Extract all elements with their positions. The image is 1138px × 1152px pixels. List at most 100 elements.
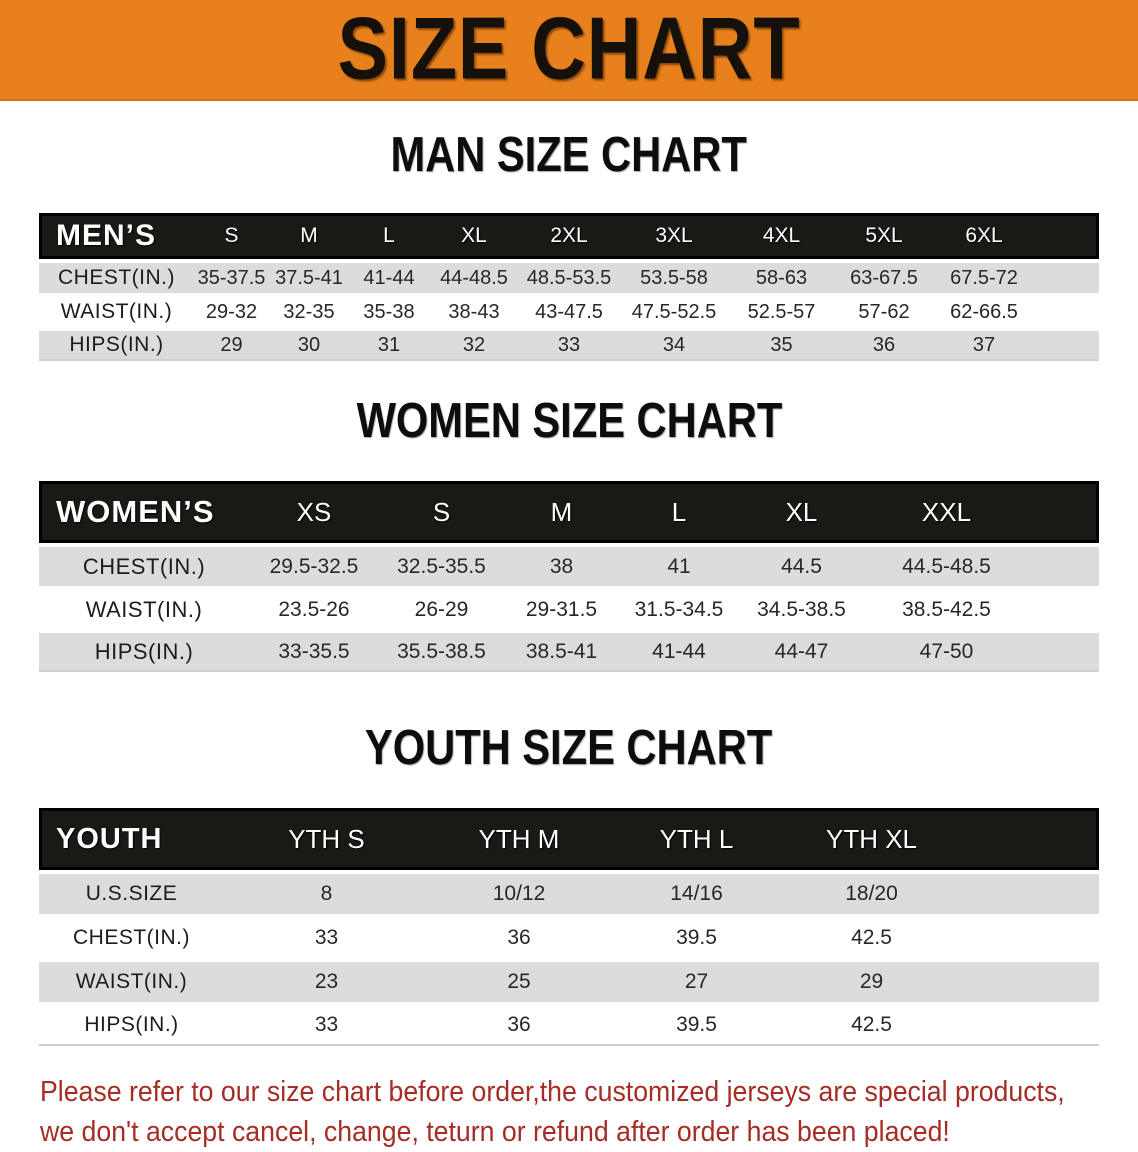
column-header-yth-s: YTH S xyxy=(224,808,429,870)
header-row: MEN’S S M L XL 2XL 3XL 4XL 5XL 6XL xyxy=(39,213,1099,259)
size-value-cell: 44.5 xyxy=(739,543,864,586)
size-value-cell: 25 xyxy=(429,958,609,1002)
table-row-waist-in: WAIST(IN.) 23.5-26 26-29 29-31.5 31.5-34.5 34… xyxy=(39,586,1099,629)
size-value-cell: 38 xyxy=(504,543,619,586)
table-corner-label: MEN’S xyxy=(39,213,194,259)
filler-header xyxy=(959,808,1099,870)
size-value-cell: 44.5-48.5 xyxy=(864,543,1029,586)
size-value-cell: 43-47.5 xyxy=(519,293,619,327)
size-value-cell: 39.5 xyxy=(609,914,784,958)
size-value-cell: 35-37.5 xyxy=(194,259,269,293)
size-value-cell: 32-35 xyxy=(269,293,349,327)
size-value-cell: 36 xyxy=(429,914,609,958)
size-value-cell: 44-47 xyxy=(739,629,864,672)
table-row-chest-in: CHEST(IN.) 29.5-32.5 32.5-35.5 38 41 44.5 44.5… xyxy=(39,543,1099,586)
size-value-cell: 33 xyxy=(224,1002,429,1046)
table-corner-label: WOMEN’S xyxy=(39,481,249,543)
size-value-cell: 34 xyxy=(619,327,729,361)
column-header-xl: XL xyxy=(739,481,864,543)
column-header-l: L xyxy=(349,213,429,259)
filler-header xyxy=(1029,481,1099,543)
size-value-cell: 8 xyxy=(224,870,429,914)
row-label: U.S.SIZE xyxy=(39,870,224,914)
row-label: WAIST(IN.) xyxy=(39,293,194,327)
column-header-s: S xyxy=(379,481,504,543)
size-value-cell: 29-32 xyxy=(194,293,269,327)
men-size-table: MEN’S S M L XL 2XL 3XL 4XL 5XL 6XL CHEST(IN.) 35-3… xyxy=(39,213,1099,361)
size-value-cell: 33-35.5 xyxy=(249,629,379,672)
size-value-cell: 44-48.5 xyxy=(429,259,519,293)
size-value-cell: 57-62 xyxy=(834,293,934,327)
size-value-cell: 62-66.5 xyxy=(934,293,1034,327)
youth-size-table: YOUTH YTH S YTH M YTH L YTH XL U.S.SIZE 8 10/1… xyxy=(39,808,1099,1046)
table-row-hips-in: HIPS(IN.) 29 30 31 32 33 34 35 36 37 xyxy=(39,327,1099,361)
size-value-cell: 31 xyxy=(349,327,429,361)
size-value-cell: 29 xyxy=(784,958,959,1002)
size-value-cell: 39.5 xyxy=(609,1002,784,1046)
column-header-2xl: 2XL xyxy=(519,213,619,259)
women-section-heading: WOMEN SIZE CHART xyxy=(0,397,1138,457)
table-corner-label: YOUTH xyxy=(39,808,224,870)
size-value-cell: 38.5-41 xyxy=(504,629,619,672)
disclaimer-line-2: we don't accept cancel, change, teturn o… xyxy=(40,1116,950,1148)
size-value-cell: 26-29 xyxy=(379,586,504,629)
size-value-cell: 23.5-26 xyxy=(249,586,379,629)
youth-section-heading: YOUTH SIZE CHART xyxy=(0,724,1138,784)
size-value-cell: 52.5-57 xyxy=(729,293,834,327)
size-value-cell: 58-63 xyxy=(729,259,834,293)
filler-cell xyxy=(959,958,1099,1002)
column-header-yth-l: YTH L xyxy=(609,808,784,870)
row-label: WAIST(IN.) xyxy=(39,586,249,629)
row-label: HIPS(IN.) xyxy=(39,327,194,361)
header-row: WOMEN’S XS S M L XL XXL xyxy=(39,481,1099,543)
column-header-yth-xl: YTH XL xyxy=(784,808,959,870)
filler-cell xyxy=(1034,293,1099,327)
table-row-hips-in: HIPS(IN.) 33 36 39.5 42.5 xyxy=(39,1002,1099,1046)
size-value-cell: 31.5-34.5 xyxy=(619,586,739,629)
size-value-cell: 48.5-53.5 xyxy=(519,259,619,293)
size-value-cell: 37 xyxy=(934,327,1034,361)
column-header-m: M xyxy=(269,213,349,259)
row-label: HIPS(IN.) xyxy=(39,629,249,672)
size-value-cell: 41-44 xyxy=(619,629,739,672)
disclaimer-text: Please refer to our size chart before or… xyxy=(40,1072,1065,1152)
size-value-cell: 38.5-42.5 xyxy=(864,586,1029,629)
table-row-chest-in: CHEST(IN.) 35-37.5 37.5-41 41-44 44-48.5 48.5… xyxy=(39,259,1099,293)
size-value-cell: 32 xyxy=(429,327,519,361)
size-value-cell: 30 xyxy=(269,327,349,361)
column-header-s: S xyxy=(194,213,269,259)
women-size-table: WOMEN’S XS S M L XL XXL CHEST(IN.) 29.5-32.5 32.… xyxy=(39,481,1099,672)
size-value-cell: 47.5-52.5 xyxy=(619,293,729,327)
size-chart-banner: SIZE CHART xyxy=(0,0,1138,101)
filler-header xyxy=(1034,213,1099,259)
size-value-cell: 23 xyxy=(224,958,429,1002)
size-value-cell: 29 xyxy=(194,327,269,361)
size-value-cell: 36 xyxy=(834,327,934,361)
row-label: WAIST(IN.) xyxy=(39,958,224,1002)
youth-section-heading-text: YOUTH SIZE CHART xyxy=(365,721,773,775)
row-label: CHEST(IN.) xyxy=(39,543,249,586)
size-value-cell: 10/12 xyxy=(429,870,609,914)
size-value-cell: 42.5 xyxy=(784,1002,959,1046)
size-value-cell: 33 xyxy=(224,914,429,958)
filler-cell xyxy=(1029,543,1099,586)
column-header-3xl: 3XL xyxy=(619,213,729,259)
size-value-cell: 34.5-38.5 xyxy=(739,586,864,629)
filler-cell xyxy=(959,1002,1099,1046)
table-row-waist-in: WAIST(IN.) 29-32 32-35 35-38 38-43 43-47.5 47.… xyxy=(39,293,1099,327)
size-value-cell: 63-67.5 xyxy=(834,259,934,293)
man-section-heading-text: MAN SIZE CHART xyxy=(390,128,748,182)
row-label: CHEST(IN.) xyxy=(39,259,194,293)
row-label: CHEST(IN.) xyxy=(39,914,224,958)
size-value-cell: 37.5-41 xyxy=(269,259,349,293)
column-header-6xl: 6XL xyxy=(934,213,1034,259)
size-value-cell: 29.5-32.5 xyxy=(249,543,379,586)
size-value-cell: 38-43 xyxy=(429,293,519,327)
size-value-cell: 67.5-72 xyxy=(934,259,1034,293)
size-value-cell: 14/16 xyxy=(609,870,784,914)
column-header-l: L xyxy=(619,481,739,543)
size-value-cell: 18/20 xyxy=(784,870,959,914)
column-header-5xl: 5XL xyxy=(834,213,934,259)
column-header-yth-m: YTH M xyxy=(429,808,609,870)
size-value-cell: 41-44 xyxy=(349,259,429,293)
